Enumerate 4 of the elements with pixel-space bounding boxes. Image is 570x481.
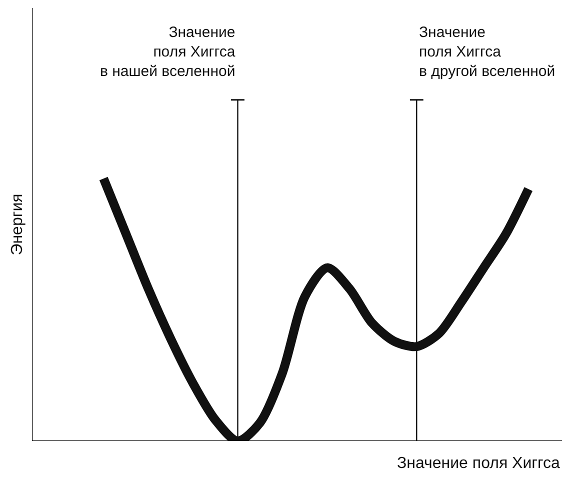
text: Значение поля Хиггса в нашей вселенной [100,24,236,80]
y-axis-title: Энергия [8,194,26,256]
text: Значение поля Хиггса в другой вселенной [419,24,556,80]
x-axis-title: Значение поля Хиггса [397,455,560,472]
